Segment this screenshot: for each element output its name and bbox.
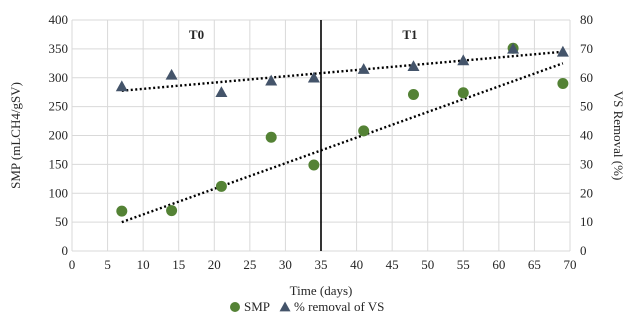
- trendline-series-0: [121, 62, 564, 224]
- vs-removal-point: [115, 80, 128, 92]
- smp-point: [166, 205, 178, 217]
- y-right-tick-label: 50: [580, 99, 593, 114]
- y-left-tick-label: 0: [62, 243, 69, 258]
- y-right-tick-label: 20: [580, 185, 593, 200]
- tick-labels: 0501001502002503003504000102030405060708…: [49, 12, 594, 272]
- x-tick-label: 35: [315, 257, 328, 272]
- period-labels: T0 T1: [189, 27, 418, 42]
- x-tick-label: 5: [104, 257, 111, 272]
- y-left-tick-label: 150: [49, 156, 69, 171]
- smp-point: [358, 125, 370, 137]
- x-tick-label: 10: [137, 257, 150, 272]
- legend-label-1: % removal of VS: [294, 299, 384, 314]
- x-tick-label: 20: [208, 257, 221, 272]
- smp-point: [457, 87, 469, 99]
- smp-point: [215, 180, 227, 192]
- y-right-tick-label: 80: [580, 12, 593, 27]
- smp-point: [265, 131, 277, 143]
- x-tick-label: 15: [172, 257, 185, 272]
- x-axis-title: Time (days): [290, 283, 353, 298]
- y-right-tick-label: 60: [580, 70, 593, 85]
- y-left-tick-label: 300: [49, 70, 69, 85]
- y-left-tick-label: 200: [49, 128, 69, 143]
- vs-removal-point: [357, 63, 370, 74]
- y-left-tick-label: 50: [55, 214, 68, 229]
- y-left-tick-label: 350: [49, 41, 69, 56]
- x-tick-label: 40: [350, 257, 363, 272]
- x-tick-label: 45: [386, 257, 399, 272]
- trendlines: [121, 50, 564, 224]
- legend-smp-marker: [230, 302, 240, 312]
- y-right-tick-label: 0: [580, 243, 587, 258]
- y-right-tick-label: 10: [580, 214, 593, 229]
- legend-label-0: SMP: [244, 299, 270, 314]
- x-tick-label: 0: [69, 257, 76, 272]
- x-tick-label: 30: [279, 257, 292, 272]
- x-tick-label: 65: [528, 257, 541, 272]
- y-left-tick-label: 400: [49, 12, 69, 27]
- y-left-tick-label: 100: [49, 185, 69, 200]
- legend-vs-removal-marker: [279, 301, 291, 312]
- y-right-tick-label: 40: [580, 128, 593, 143]
- smp-point: [407, 88, 419, 100]
- vs-removal-point: [507, 42, 520, 54]
- y-axis-right-title: VS Removal (%): [611, 91, 626, 181]
- vs-removal-point: [165, 68, 178, 80]
- trendline-series-1: [121, 50, 563, 92]
- vs-removal-point: [407, 60, 420, 71]
- axis-titles: Time (days) SMP (mLCH4/gSV) VS Removal (…: [8, 82, 626, 298]
- smp-point: [557, 78, 569, 90]
- vs-removal-point: [265, 74, 278, 86]
- period-label-t1: T1: [402, 27, 417, 42]
- vs-removal-point: [307, 71, 320, 83]
- x-tick-label: 70: [564, 257, 577, 272]
- data-markers: [115, 42, 569, 217]
- x-tick-label: 60: [492, 257, 505, 272]
- legend: SMP % removal of VS: [230, 299, 384, 314]
- y-right-tick-label: 30: [580, 156, 593, 171]
- y-right-tick-label: 70: [580, 41, 593, 56]
- vs-removal-point: [457, 54, 470, 66]
- x-tick-label: 50: [421, 257, 434, 272]
- vs-removal-point: [215, 86, 228, 97]
- vs-removal-point: [556, 45, 569, 57]
- smp-point: [308, 159, 320, 171]
- y-left-tick-label: 250: [49, 99, 69, 114]
- x-tick-label: 25: [243, 257, 256, 272]
- period-label-t0: T0: [189, 27, 204, 42]
- y-axis-left-title: SMP (mLCH4/gSV): [8, 82, 23, 189]
- x-tick-label: 55: [457, 257, 470, 272]
- smp-point: [116, 205, 128, 217]
